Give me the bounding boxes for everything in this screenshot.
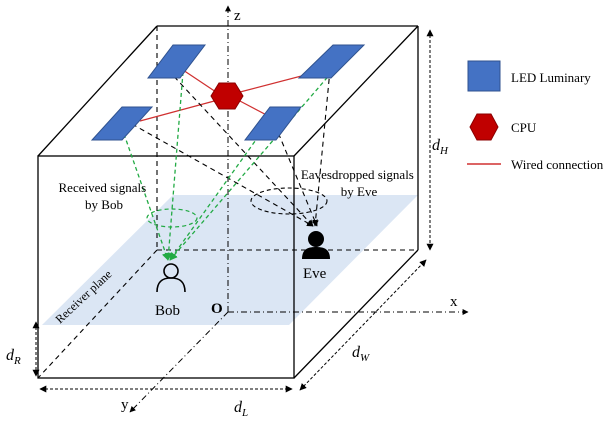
dimension-arrows [32,29,434,393]
led-luminaries [90,44,366,141]
led-luminary-icon [90,106,154,141]
eve-label: Eve [303,266,327,282]
width-dim-label: dW [352,344,370,364]
bob-reception-ellipse [146,208,198,228]
bob-signal-rays [123,71,333,261]
receiver-dim-label: dR [6,347,21,367]
height-dim-label: dH [432,137,449,157]
led-luminary-icon [297,44,366,79]
legend-wire-label: Wired connection [511,157,604,172]
led-luminary-icon [146,44,207,79]
legend-cpu-label: CPU [511,120,537,135]
bob-label: Bob [155,303,180,319]
cube-edges [37,25,419,379]
legend-led-icon [467,60,501,92]
eve-signals-label: Eavesdropped signals by Eve [301,167,417,199]
legend-cpu-icon [469,113,499,141]
length-dim-label: dL [234,399,248,419]
x-axis-label: x [450,294,458,310]
origin-label: O [211,301,223,317]
cpu-icon [210,82,244,110]
dim-width [299,259,427,391]
receiver-plane [42,195,418,325]
bob-user-icon [156,263,186,293]
eve-reception-ellipse [250,187,328,215]
eve-user-icon [302,231,330,259]
bob-signals-label: Received signals by Bob [59,180,150,212]
y-axis-label: y [121,397,129,413]
led-luminary-icon [243,106,303,141]
legend: LED Luminary CPU Wired connection [467,60,604,172]
legend-led-label: LED Luminary [511,70,591,85]
eve-signal-rays [131,69,331,227]
z-axis-label: z [234,8,241,24]
